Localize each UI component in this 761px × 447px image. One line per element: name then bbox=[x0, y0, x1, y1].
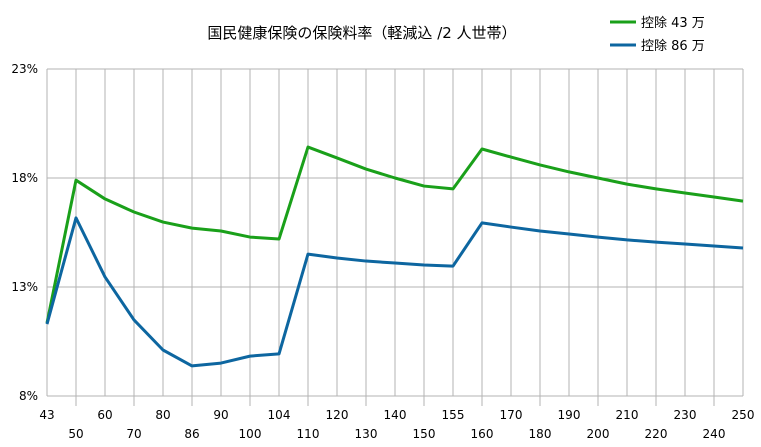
x-tick-label: 130 bbox=[355, 427, 378, 441]
x-tick-label: 43 bbox=[39, 408, 54, 422]
x-tick-label: 90 bbox=[213, 408, 228, 422]
legend-label: 控除 86 万 bbox=[641, 39, 705, 54]
x-tick-label: 210 bbox=[616, 408, 639, 422]
y-axis: 8% 13% 18% 23% bbox=[11, 62, 38, 403]
y-tick-label: 23% bbox=[11, 62, 38, 76]
y-tick-label: 8% bbox=[19, 389, 38, 403]
x-tick-label: 230 bbox=[674, 408, 697, 422]
legend: 控除 43 万控除 86 万 bbox=[610, 16, 705, 54]
series-lines bbox=[45, 145, 744, 368]
x-tick-label: 150 bbox=[413, 427, 436, 441]
x-tick-label: 170 bbox=[500, 408, 523, 422]
x-tick-label: 220 bbox=[645, 427, 668, 441]
y-tick-label: 13% bbox=[11, 280, 38, 294]
x-tick-label: 190 bbox=[558, 408, 581, 422]
x-tick-label: 70 bbox=[126, 427, 141, 441]
y-tick-label: 18% bbox=[11, 171, 38, 185]
x-tick-label: 200 bbox=[587, 427, 610, 441]
chart-title: 国民健康保険の保険料率（軽減込 /2 人世帯） bbox=[207, 24, 516, 42]
x-tick-label: 140 bbox=[384, 408, 407, 422]
x-tick-label: 155 bbox=[442, 408, 465, 422]
x-tick-label: 80 bbox=[155, 408, 170, 422]
x-tick-label: 50 bbox=[68, 427, 83, 441]
legend-label: 控除 43 万 bbox=[641, 16, 705, 31]
x-tick-label: 100 bbox=[239, 427, 262, 441]
x-tick-label: 240 bbox=[703, 427, 726, 441]
x-axis: 43 50 60 70 80 86 90 100 104 110 120 130 140 150 155 16… bbox=[39, 408, 754, 441]
x-tick-label: 60 bbox=[97, 408, 112, 422]
x-tick-label: 104 bbox=[268, 408, 291, 422]
x-tick-label: 250 bbox=[732, 408, 755, 422]
x-tick-label: 110 bbox=[297, 427, 320, 441]
x-tick-label: 180 bbox=[529, 427, 552, 441]
x-tick-label: 120 bbox=[326, 408, 349, 422]
grid bbox=[46, 68, 744, 406]
x-tick-label: 86 bbox=[184, 427, 199, 441]
x-tick-label: 160 bbox=[471, 427, 494, 441]
